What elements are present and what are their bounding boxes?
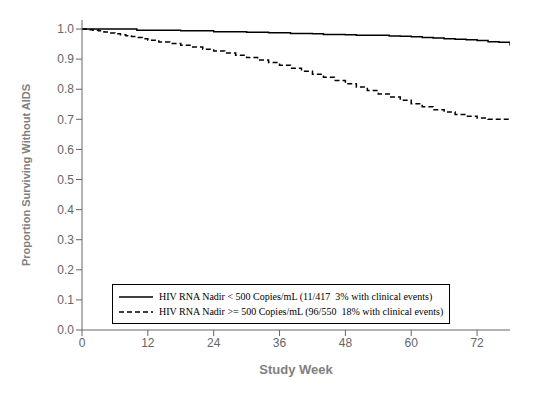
svg-text:60: 60: [405, 336, 419, 350]
svg-text:0.0: 0.0: [57, 323, 74, 337]
svg-text:12: 12: [141, 336, 155, 350]
html-text:HIV RNA Nadir >= 500 Copies/mL: HIV RNA Nadir >= 500 Copies/mL (96/550 1…: [159, 306, 444, 317]
html-text:HIV RNA Nadir < 500 Copies/mL: HIV RNA Nadir < 500 Copies/mL (11/417 3%…: [159, 291, 433, 302]
svg-text:0.3: 0.3: [57, 233, 74, 247]
svg-text:0: 0: [79, 336, 86, 350]
svg-text:36: 36: [273, 336, 287, 350]
svg-text:Proportion Surviving Without A: Proportion Surviving Without AIDS: [20, 84, 32, 266]
svg-text:0.2: 0.2: [57, 263, 74, 277]
svg-text:72: 72: [470, 336, 484, 350]
svg-text:0.8: 0.8: [57, 82, 74, 96]
svg-text:48: 48: [339, 336, 353, 350]
svg-text:Study Week: Study Week: [259, 362, 333, 377]
svg-text:0.9: 0.9: [57, 52, 74, 66]
svg-text:0.1: 0.1: [57, 293, 74, 307]
svg-text:0.6: 0.6: [57, 143, 74, 157]
svg-text:24: 24: [207, 336, 221, 350]
svg-text:1.0: 1.0: [57, 22, 74, 36]
svg-text:0.4: 0.4: [57, 203, 74, 217]
svg-text:0.7: 0.7: [57, 113, 74, 127]
svg-text:0.5: 0.5: [57, 173, 74, 187]
